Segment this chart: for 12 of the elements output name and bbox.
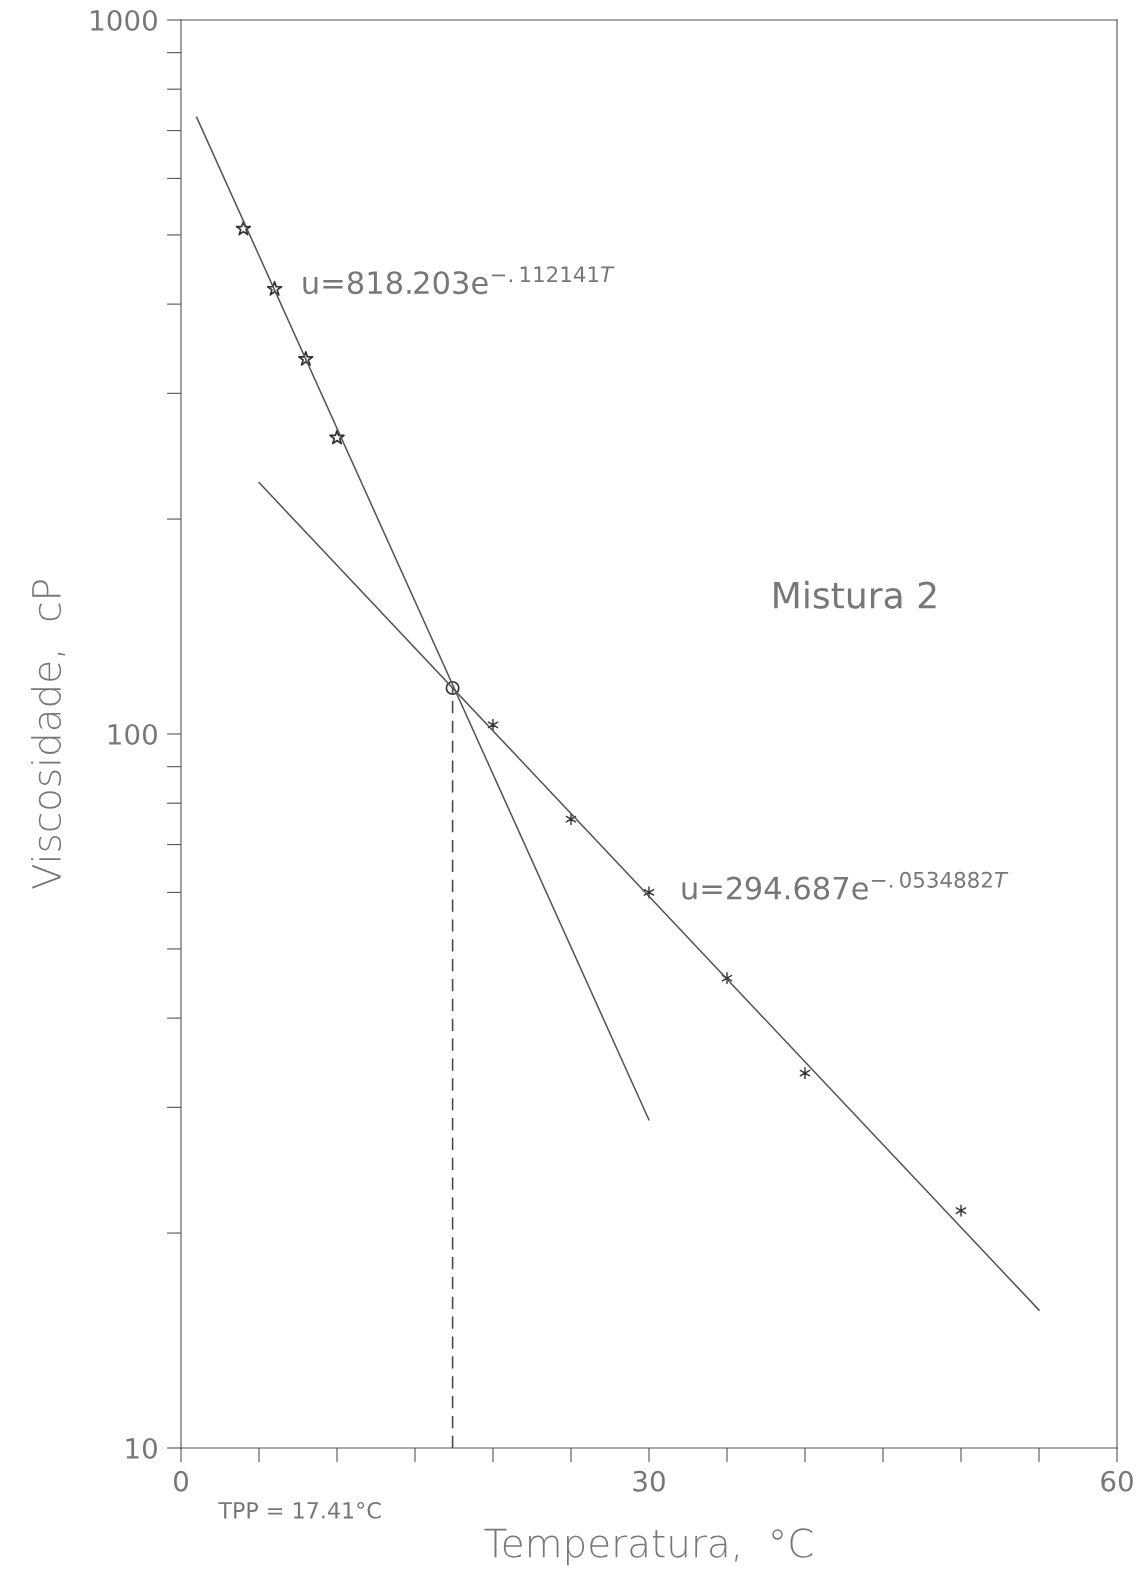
- y-tick-label: 100: [108, 723, 157, 745]
- x-tick-label: 0: [173, 1470, 188, 1492]
- annotation: u=294.687e$^{−.0534882T}$: [682, 871, 1009, 900]
- x-axis-title: Temperatura, °C: [484, 1528, 813, 1566]
- y-axis-title: Viscosidade, cP: [31, 580, 66, 889]
- annotation: Mistura 2: [774, 580, 936, 609]
- text: TPP = 17.41°C: [218, 1501, 381, 1519]
- y-tick-label: 1000: [91, 9, 157, 31]
- x-tick-label: 30: [633, 1470, 665, 1492]
- y-tick-label: 10: [126, 1437, 157, 1459]
- annotation: u=818.203e$^{−.112141T}$: [303, 266, 615, 295]
- x-tick-label: 60: [1101, 1470, 1133, 1492]
